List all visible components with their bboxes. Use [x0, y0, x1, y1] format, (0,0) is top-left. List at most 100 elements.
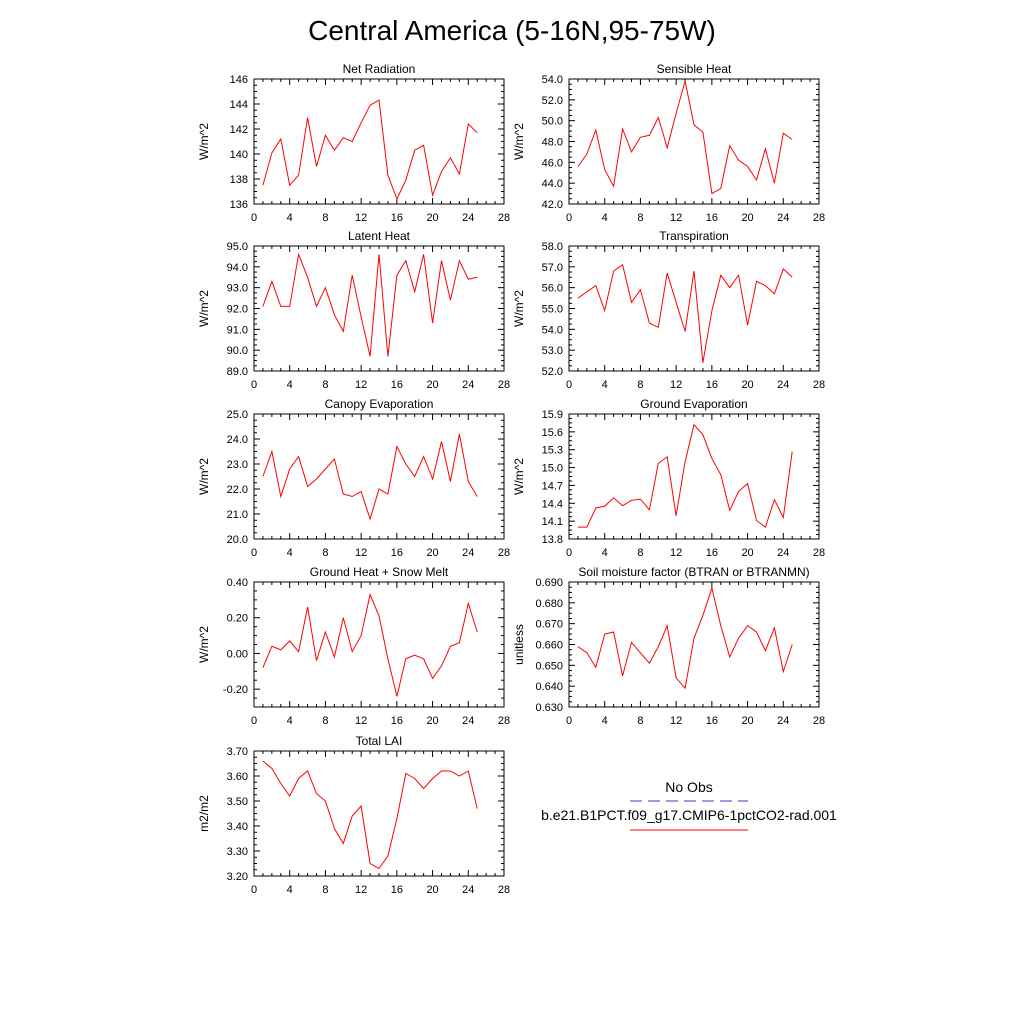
x-tick-label: 28: [498, 715, 510, 727]
x-tick-label: 4: [602, 715, 608, 727]
x-tick-label: 0: [251, 884, 257, 896]
x-tick-label: 0: [566, 547, 572, 559]
y-tick-label: 25.0: [227, 409, 248, 421]
series-line: [577, 263, 793, 363]
legend: No Obs b.e21.B1PCT.f09_g17.CMIP6-1pctCO2…: [541, 779, 837, 831]
panel-title: Net Radiation: [343, 62, 416, 76]
x-tick-label: 4: [602, 212, 608, 224]
x-tick-label: 4: [287, 547, 293, 559]
x-tick-label: 0: [251, 715, 257, 727]
x-tick-label: 12: [355, 884, 367, 896]
x-tick-label: 20: [426, 212, 438, 224]
x-tick-label: 0: [251, 379, 257, 391]
y-tick-label: 140: [230, 149, 248, 161]
x-tick-label: 24: [777, 715, 789, 727]
x-tick-label: 16: [706, 715, 718, 727]
x-tick-label: 24: [462, 547, 474, 559]
x-tick-label: 8: [322, 379, 328, 391]
x-tick-label: 16: [391, 884, 403, 896]
x-tick-label: 28: [813, 212, 825, 224]
y-tick-label: 55.0: [542, 304, 563, 316]
x-tick-label: 28: [813, 547, 825, 559]
chart-panel: Ground Heat + Snow Melt W/m^2 0 4 8 12 16 20 24 2…: [197, 565, 510, 727]
x-tick-label: 28: [498, 884, 510, 896]
y-tick-label: 15.3: [542, 445, 563, 457]
y-tick-label: 0.690: [535, 577, 563, 589]
y-tick-label: 44.0: [542, 178, 563, 190]
y-tick-label: 54.0: [542, 74, 563, 86]
y-tick-label: 15.6: [542, 427, 563, 439]
y-tick-label: 3.60: [227, 771, 248, 783]
y-tick-label: 3.40: [227, 821, 248, 833]
x-tick-label: 16: [706, 547, 718, 559]
y-tick-label: 90.0: [227, 345, 248, 357]
x-tick-label: 20: [741, 547, 753, 559]
y-tick-label: 146: [230, 74, 248, 86]
x-tick-label: 28: [813, 379, 825, 391]
y-tick-label: 0.20: [227, 613, 248, 625]
y-tick-label: 0.630: [535, 702, 563, 714]
x-tick-label: 20: [426, 547, 438, 559]
y-axis-label: W/m^2: [197, 626, 211, 663]
y-tick-label: 95.0: [227, 241, 248, 253]
plot-frame: [568, 581, 820, 708]
x-tick-label: 0: [251, 212, 257, 224]
y-tick-label: 0.680: [535, 598, 563, 610]
y-tick-label: 57.0: [542, 262, 563, 274]
x-tick-label: 20: [426, 884, 438, 896]
y-axis-label: W/m^2: [512, 123, 526, 160]
y-tick-label: 15.0: [542, 463, 563, 475]
y-tick-label: 23.0: [227, 459, 248, 471]
panel-title: Soil moisture factor (BTRAN or BTRANMN): [578, 565, 809, 579]
chart-panel: Total LAI m2/m2 0 4 8 12 16 20 24 28 3.20 3.30 3.40 3…: [197, 734, 510, 896]
x-tick-label: 16: [391, 379, 403, 391]
y-axis-label: W/m^2: [197, 123, 211, 160]
x-tick-label: 4: [602, 379, 608, 391]
y-tick-label: 0.660: [535, 640, 563, 652]
chart-panel: Sensible Heat W/m^2 0 4 8 12 16 20 24 28 42.0 44.0 4…: [512, 62, 825, 224]
x-tick-label: 28: [498, 379, 510, 391]
x-tick-label: 4: [602, 547, 608, 559]
x-tick-label: 20: [741, 715, 753, 727]
x-tick-label: 0: [251, 547, 257, 559]
chart-panel: Latent Heat W/m^2 0 4 8 12 16 20 24 28 89.0 90.0 91.…: [197, 229, 510, 391]
y-tick-label: 58.0: [542, 241, 563, 253]
x-tick-label: 0: [566, 715, 572, 727]
y-tick-label: 52.0: [542, 366, 563, 378]
plot-frame: [253, 245, 505, 372]
y-tick-label: 3.30: [227, 846, 248, 858]
y-tick-label: 144: [230, 99, 248, 111]
y-axis-label: W/m^2: [197, 458, 211, 495]
x-tick-label: 4: [287, 379, 293, 391]
x-tick-label: 8: [637, 212, 643, 224]
x-tick-label: 8: [322, 547, 328, 559]
y-axis-label: m2/m2: [197, 795, 211, 832]
panel-title: Canopy Evaporation: [325, 397, 434, 411]
x-tick-label: 20: [426, 379, 438, 391]
y-tick-label: 50.0: [542, 116, 563, 128]
y-tick-label: 53.0: [542, 345, 563, 357]
x-tick-label: 24: [462, 379, 474, 391]
y-tick-label: 20.0: [227, 534, 248, 546]
y-tick-label: 48.0: [542, 137, 563, 149]
x-tick-label: 16: [391, 547, 403, 559]
x-tick-label: 12: [670, 212, 682, 224]
series-line: [262, 760, 478, 870]
x-tick-label: 24: [462, 715, 474, 727]
x-tick-label: 12: [355, 547, 367, 559]
x-tick-label: 12: [670, 715, 682, 727]
y-tick-label: 15.9: [542, 409, 563, 421]
x-tick-label: 16: [706, 212, 718, 224]
y-tick-label: 13.8: [542, 534, 563, 546]
x-tick-label: 0: [566, 212, 572, 224]
y-tick-label: 93.0: [227, 283, 248, 295]
panel-title: Transpiration: [659, 229, 729, 243]
y-tick-label: 42.0: [542, 199, 563, 211]
y-tick-label: 0.00: [227, 648, 248, 660]
x-tick-label: 20: [426, 715, 438, 727]
y-tick-label: 136: [230, 199, 248, 211]
series-line: [577, 423, 793, 528]
y-tick-label: 14.4: [542, 498, 563, 510]
y-tick-label: 14.1: [542, 516, 563, 528]
